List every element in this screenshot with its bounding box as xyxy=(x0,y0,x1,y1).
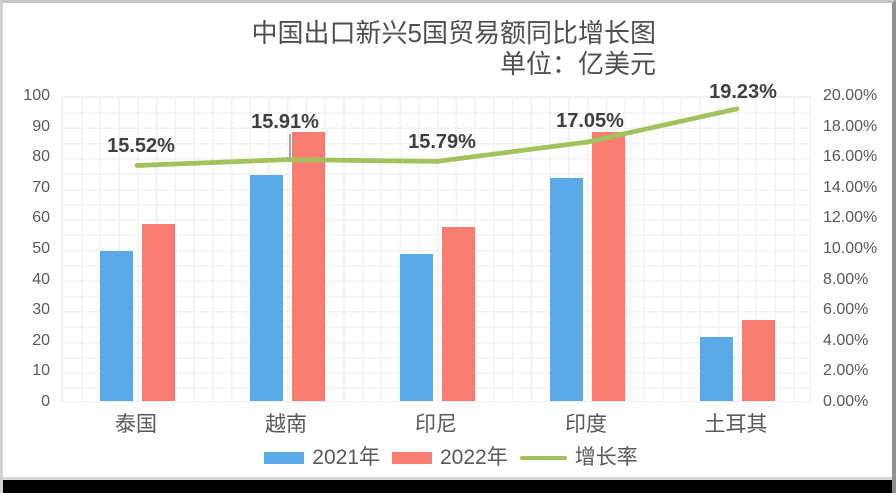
left-axis-tick: 60 xyxy=(32,209,50,227)
left-axis-tick: 10 xyxy=(32,362,50,380)
right-axis-tick: 16.00% xyxy=(823,148,878,166)
growth-data-label: 15.52% xyxy=(107,135,175,157)
category-label-印度: 印度 xyxy=(565,413,607,436)
right-axis-tick: 0.00% xyxy=(823,393,869,410)
right-axis-tick: 14.00% xyxy=(823,178,878,196)
bar-2021年-泰国 xyxy=(99,251,133,401)
bar-2022年-越南 xyxy=(291,131,325,401)
right-axis-tick: 4.00% xyxy=(823,331,869,349)
legend-label: 2021年 xyxy=(312,446,380,469)
left-axis-tick: 90 xyxy=(32,117,50,135)
bar-2021年-土耳其 xyxy=(699,336,733,401)
legend-color-swatch xyxy=(392,452,432,464)
right-axis-tick: 6.00% xyxy=(823,301,869,319)
category-axis: 泰国 越南 印尼 印度 土耳其 xyxy=(61,413,811,437)
category-label-泰国: 泰国 xyxy=(115,413,157,436)
bar-2022年-土耳其 xyxy=(741,319,775,401)
chart-title: 中国出口新兴5国贸易额同比增长图 单位：亿美元 xyxy=(252,18,656,79)
left-axis-tick: 70 xyxy=(32,178,50,196)
bottom-divider xyxy=(3,477,892,480)
bar-2022年-泰国 xyxy=(141,223,175,401)
right-axis-tick: 20.00% xyxy=(823,87,878,104)
growth-data-label: 15.91% xyxy=(251,111,319,133)
right-axis-tick: 8.00% xyxy=(823,270,869,288)
right-axis-tick: 2.00% xyxy=(823,362,869,380)
right-axis-tick: 12.00% xyxy=(823,209,878,227)
growth-data-label: 19.23% xyxy=(709,81,777,103)
chart-title-text: 中国出口新兴5国贸易额同比增长图 xyxy=(251,18,656,48)
chart-unit-label: 单位：亿美元 xyxy=(499,49,656,79)
legend-label: 增长率 xyxy=(574,446,638,469)
bar-2021年-印尼 xyxy=(399,254,433,401)
category-label-越南: 越南 xyxy=(265,413,307,436)
legend-label: 2022年 xyxy=(440,446,508,469)
left-axis-tick: 80 xyxy=(32,148,50,166)
legend-line-swatch xyxy=(519,455,567,461)
legend: 2021年 2022年 增长率 xyxy=(3,446,892,470)
category-label-印尼: 印尼 xyxy=(415,413,457,436)
legend-color-swatch xyxy=(264,452,305,464)
legend-item-2022年: 2022年 xyxy=(392,446,508,470)
left-axis-tick: 50 xyxy=(32,240,50,257)
growth-rate-line xyxy=(134,106,740,168)
left-axis-tick: 20 xyxy=(32,331,50,349)
legend-item-增长率: 增长率 xyxy=(519,446,638,470)
right-axis-tick: 18.00% xyxy=(823,117,878,135)
bar-2022年-印尼 xyxy=(441,226,475,401)
bar-2021年-印度 xyxy=(549,177,583,401)
left-axis-tick: 40 xyxy=(32,270,50,288)
right-axis-tick: 10.00% xyxy=(823,240,878,257)
bar-2022年-印度 xyxy=(591,131,625,401)
growth-data-label: 17.05% xyxy=(556,110,624,132)
plot-area: 15.52% 15.91% 15.79% 17.05% 19.23% xyxy=(61,82,811,402)
category-label-土耳其: 土耳其 xyxy=(704,413,768,436)
left-axis-tick: 0 xyxy=(41,393,50,410)
growth-data-label: 15.79% xyxy=(408,131,476,153)
bar-2021年-越南 xyxy=(249,174,283,401)
legend-item-2021年: 2021年 xyxy=(264,446,380,470)
label-leader-line xyxy=(289,134,291,158)
left-axis-tick: 100 xyxy=(23,87,50,104)
left-axis-tick: 30 xyxy=(32,301,50,319)
bottom-black-bar xyxy=(3,480,892,493)
